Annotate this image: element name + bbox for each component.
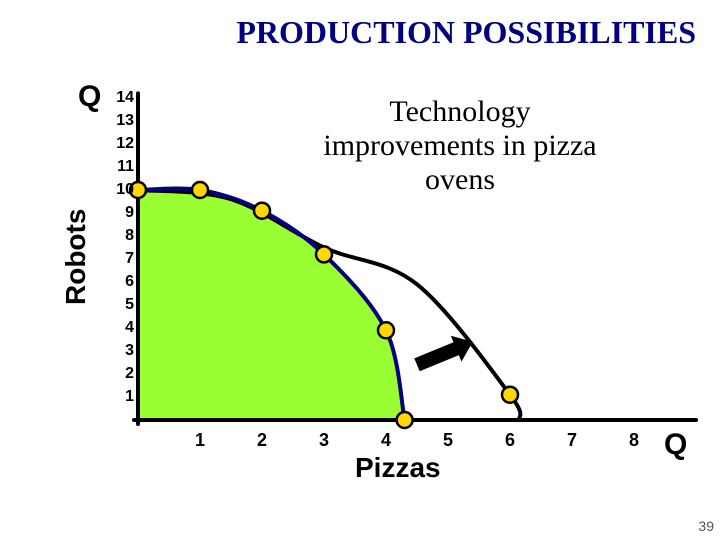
data-point <box>192 182 208 198</box>
y-tick: 5 <box>108 296 134 314</box>
data-point <box>316 246 332 262</box>
shift-arrow-icon <box>414 336 472 372</box>
x-tick: 4 <box>376 430 396 451</box>
x-tick: 3 <box>314 430 334 451</box>
y-tick: 8 <box>108 227 134 245</box>
y-tick: 10 <box>108 181 134 199</box>
y-tick: 14 <box>108 89 134 107</box>
x-tick: 2 <box>252 430 272 451</box>
y-tick: 3 <box>108 342 134 360</box>
data-point <box>378 322 394 338</box>
y-tick: 9 <box>108 204 134 222</box>
data-point <box>502 387 518 403</box>
y-tick: 13 <box>108 112 134 130</box>
x-tick: 7 <box>562 430 582 451</box>
x-tick: 5 <box>438 430 458 451</box>
slide-number: 39 <box>698 518 714 534</box>
data-point <box>397 412 413 428</box>
y-tick: 4 <box>108 319 134 337</box>
x-tick: 8 <box>624 430 644 451</box>
y-tick: 1 <box>108 388 134 406</box>
y-tick: 6 <box>108 273 134 291</box>
fill-region <box>138 188 405 420</box>
x-tick: 1 <box>190 430 210 451</box>
y-tick: 12 <box>108 135 134 153</box>
y-tick: 2 <box>108 365 134 383</box>
y-tick: 11 <box>108 158 134 176</box>
ppf-chart <box>0 0 720 540</box>
data-point <box>254 203 270 219</box>
x-tick: 6 <box>500 430 520 451</box>
y-tick: 7 <box>108 250 134 268</box>
